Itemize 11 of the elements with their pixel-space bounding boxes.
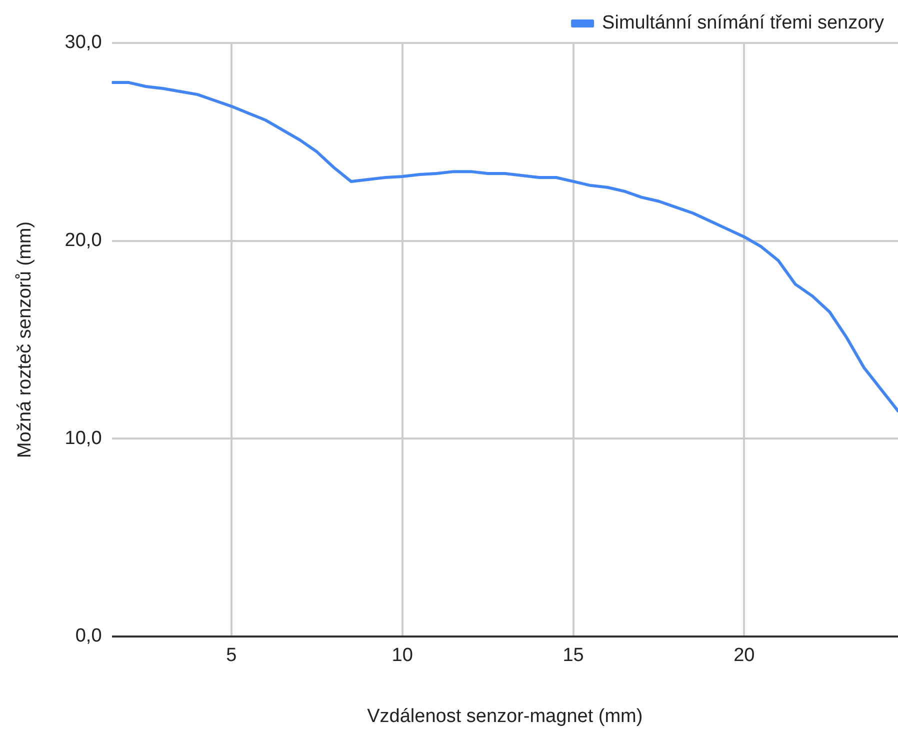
x-tick-label: 15 [562, 645, 584, 666]
y-axis-title: Možná rozteč senzorů (mm) [14, 221, 36, 458]
y-tick-label: 10,0 [64, 428, 102, 449]
y-tick-label: 30,0 [64, 32, 102, 54]
y-tick-label: 20,0 [64, 230, 102, 252]
legend-label: Simultánní snímání třemi senzory [602, 12, 884, 34]
x-tick-label: 10 [392, 645, 413, 666]
x-axis-title: Vzdálenost senzor-magnet (mm) [367, 706, 643, 727]
y-tick-label: 0,0 [75, 626, 102, 647]
x-tick-label: 5 [226, 645, 237, 666]
x-tick-label: 20 [734, 645, 755, 666]
